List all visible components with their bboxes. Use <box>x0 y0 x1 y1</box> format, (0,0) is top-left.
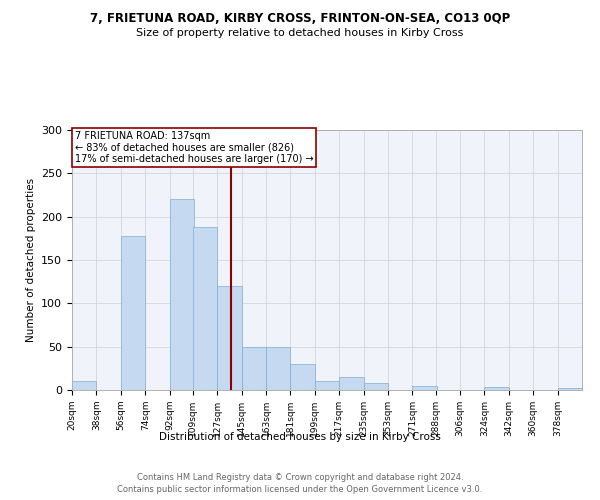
Text: Contains HM Land Registry data © Crown copyright and database right 2024.
Contai: Contains HM Land Registry data © Crown c… <box>118 472 482 494</box>
Bar <box>412 386 437 390</box>
Bar <box>290 364 315 390</box>
Bar <box>72 382 97 390</box>
Bar <box>266 346 290 390</box>
Bar <box>170 200 194 390</box>
Text: 7 FRIETUNA ROAD: 137sqm
← 83% of detached houses are smaller (826)
17% of semi-d: 7 FRIETUNA ROAD: 137sqm ← 83% of detache… <box>74 132 313 164</box>
Bar <box>364 383 388 390</box>
Bar <box>217 286 242 390</box>
Y-axis label: Number of detached properties: Number of detached properties <box>26 178 35 342</box>
Bar <box>315 382 339 390</box>
Text: Distribution of detached houses by size in Kirby Cross: Distribution of detached houses by size … <box>159 432 441 442</box>
Bar <box>242 346 266 390</box>
Bar <box>339 377 364 390</box>
Bar <box>121 236 145 390</box>
Text: 7, FRIETUNA ROAD, KIRBY CROSS, FRINTON-ON-SEA, CO13 0QP: 7, FRIETUNA ROAD, KIRBY CROSS, FRINTON-O… <box>90 12 510 26</box>
Bar <box>193 227 217 390</box>
Text: Size of property relative to detached houses in Kirby Cross: Size of property relative to detached ho… <box>136 28 464 38</box>
Bar <box>484 388 509 390</box>
Bar <box>557 388 582 390</box>
